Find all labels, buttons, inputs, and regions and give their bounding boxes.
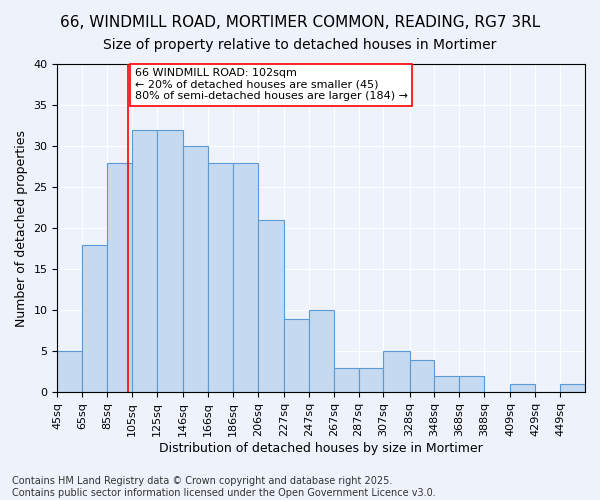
Text: 66 WINDMILL ROAD: 102sqm
← 20% of detached houses are smaller (45)
80% of semi-d: 66 WINDMILL ROAD: 102sqm ← 20% of detach… [134, 68, 407, 102]
Bar [560, 384, 585, 392]
Bar [157, 130, 183, 392]
Bar [410, 360, 434, 392]
Bar [82, 244, 107, 392]
Bar [107, 162, 132, 392]
Text: Size of property relative to detached houses in Mortimer: Size of property relative to detached ho… [103, 38, 497, 52]
Bar [58, 352, 82, 393]
Bar [132, 130, 157, 392]
Bar [309, 310, 334, 392]
Text: 66, WINDMILL ROAD, MORTIMER COMMON, READING, RG7 3RL: 66, WINDMILL ROAD, MORTIMER COMMON, READ… [60, 15, 540, 30]
Bar [334, 368, 359, 392]
Bar [183, 146, 208, 392]
Bar [511, 384, 535, 392]
Bar [208, 162, 233, 392]
X-axis label: Distribution of detached houses by size in Mortimer: Distribution of detached houses by size … [160, 442, 483, 455]
Bar [460, 376, 484, 392]
Text: Contains HM Land Registry data © Crown copyright and database right 2025.
Contai: Contains HM Land Registry data © Crown c… [12, 476, 436, 498]
Bar [383, 352, 410, 393]
Bar [233, 162, 258, 392]
Bar [258, 220, 284, 392]
Bar [359, 368, 383, 392]
Bar [284, 318, 309, 392]
Y-axis label: Number of detached properties: Number of detached properties [15, 130, 28, 326]
Bar [434, 376, 460, 392]
